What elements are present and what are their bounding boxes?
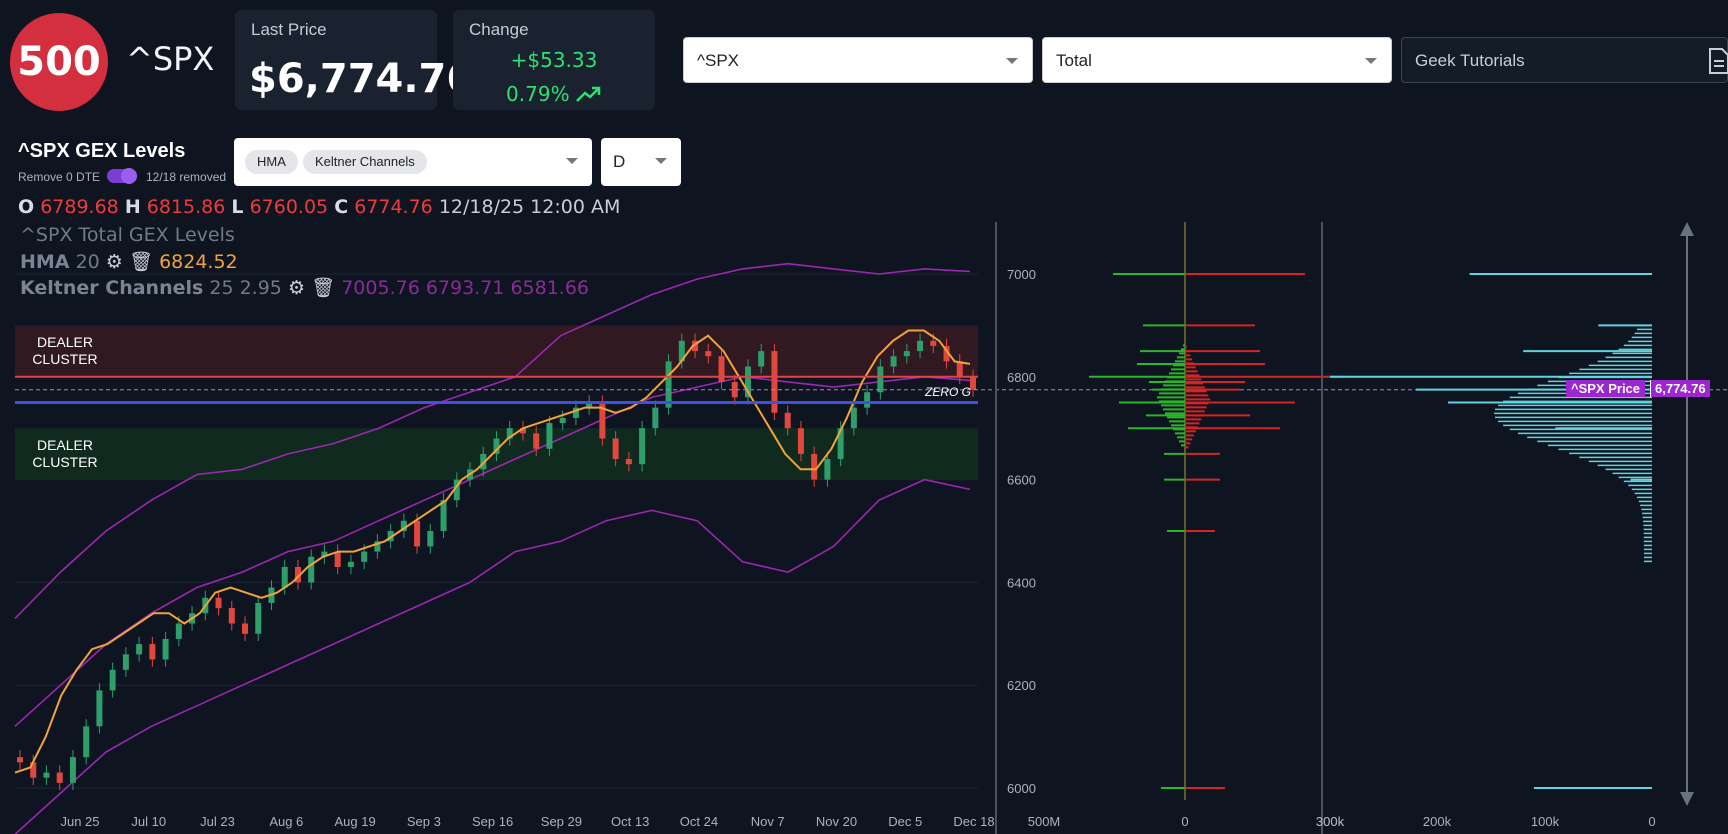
keltner-params: 25 2.95 (209, 277, 282, 299)
chevron-down-icon (566, 158, 578, 164)
dealer-cluster-green-label: DEALER CLUSTER (32, 437, 98, 470)
hma-label: HMA (20, 251, 70, 273)
close-label: C (334, 196, 349, 218)
high-label: H (124, 196, 141, 218)
gex-type-select-value: Total (1056, 51, 1092, 70)
trend-up-icon (576, 84, 602, 108)
trash-icon[interactable]: 🗑 (311, 277, 336, 299)
removed-status: 12/18 removed (146, 170, 227, 184)
chart-title: ^SPX GEX Levels (18, 140, 186, 162)
keltner-label: Keltner Channels (20, 277, 204, 299)
change-percent: 0.79% (453, 82, 655, 108)
bar-datetime: 12/18/25 12:00 AM (438, 196, 621, 218)
ticker-select[interactable]: ^SPX (683, 37, 1033, 83)
gear-icon[interactable]: ⚙ (105, 251, 123, 273)
legend-title: ^SPX Total GEX Levels (20, 224, 235, 246)
interval-select[interactable]: D (601, 138, 681, 186)
chevron-down-icon (655, 158, 667, 164)
tutorials-select[interactable]: Geek Tutorials (1401, 37, 1728, 83)
remove-0dte-label: Remove 0 DTE (18, 170, 101, 184)
gex-type-select[interactable]: Total (1042, 37, 1392, 83)
price-tag-value: 6,774.76 (1650, 380, 1710, 397)
last-price-label: Last Price (251, 20, 327, 39)
change-label: Change (469, 20, 529, 39)
last-price-card: Last Price $6,774.76 (235, 10, 474, 110)
hma-value: 6824.52 (159, 251, 238, 273)
gear-icon[interactable]: ⚙ (287, 277, 305, 299)
legend-keltner: Keltner Channels 25 2.95 ⚙ 🗑 7005.76 679… (20, 276, 589, 299)
open-value: 6789.68 (40, 196, 119, 218)
ticker-select-value: ^SPX (697, 51, 739, 70)
change-card: Change +$53.33 0.79% (453, 10, 655, 110)
interval-value: D (613, 152, 626, 171)
price-tag-label: ^SPX Price (1566, 380, 1646, 397)
top-bar: 500 ^SPX Last Price $6,774.76 Change +$5… (0, 0, 1728, 118)
legend-hma: HMA 20 ⚙ 🗑 6824.52 (20, 250, 238, 273)
logo: 500 (10, 13, 108, 111)
zero-g-label: ZERO G (925, 385, 972, 399)
low-value: 6760.05 (249, 196, 329, 218)
gex-chart-panel (4, 130, 1728, 834)
hma-param: 20 (75, 251, 100, 273)
tutorials-label: Geek Tutorials (1415, 51, 1525, 70)
low-label: L (231, 196, 244, 218)
chevron-down-icon (1365, 58, 1377, 64)
trash-icon[interactable]: 🗑 (128, 251, 154, 273)
high-value: 6815.86 (146, 196, 226, 218)
close-value: 6774.76 (354, 196, 433, 218)
symbol-title: ^SPX (126, 40, 215, 78)
keltner-values: 7005.76 6793.71 6581.66 (341, 277, 590, 299)
chevron-down-icon (1006, 58, 1018, 64)
indicator-select[interactable]: HMA Keltner Channels (234, 138, 592, 186)
indicator-chip-hma[interactable]: HMA (245, 150, 298, 174)
indicator-chip-keltner[interactable]: Keltner Channels (303, 150, 427, 174)
change-value: +$53.33 (510, 48, 598, 72)
document-icon[interactable] (1708, 48, 1728, 79)
ohlc-readout: O 6789.68 H 6815.86 L 6760.05 C 6774.76 … (18, 196, 620, 218)
last-price-value: $6,774.76 (249, 56, 475, 102)
dealer-cluster-red-label: DEALER CLUSTER (32, 334, 98, 367)
open-label: O (18, 196, 35, 218)
remove-0dte-toggle[interactable] (107, 168, 137, 184)
